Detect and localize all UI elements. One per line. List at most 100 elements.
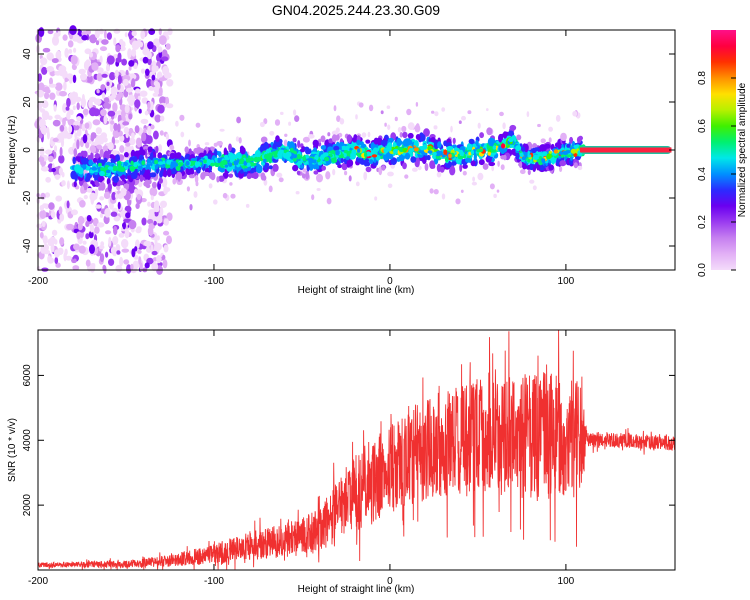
spectrogram-noise-blob	[77, 215, 85, 225]
spectrogram-noise-blob	[160, 200, 167, 208]
snr-frame	[37, 329, 676, 571]
spectrogram-ridge-core	[490, 148, 497, 153]
colorbar-tick-label: 0.2	[697, 215, 708, 229]
spectrogram-ridge-core	[371, 154, 378, 158]
spectrogram-ridge-blob	[188, 174, 195, 179]
spectrogram-noise-blob	[44, 192, 51, 198]
spectrogram-noise-blob	[118, 233, 125, 238]
spectrogram-ridge-blob	[488, 161, 496, 167]
spectrogram-noise-blob	[112, 248, 117, 257]
spectrogram-noise-blob	[327, 132, 331, 137]
spectrogram-noise-blob	[82, 240, 87, 245]
spectrogram-noise-blob	[294, 115, 300, 122]
spectrogram-ridge-blob	[240, 169, 244, 174]
spectrogram-noise-blob	[62, 117, 66, 127]
spectrogram-noise-blob	[81, 31, 88, 36]
spectrogram-noise-blob	[109, 72, 116, 81]
spectrogram-noise-blob	[471, 181, 477, 186]
spectrogram-ridge-blob	[423, 128, 430, 137]
spectrogram-noise-blob	[156, 216, 163, 224]
spectrogram-ridge-core	[141, 160, 146, 166]
spectrogram-noise-blob	[57, 132, 65, 143]
spectrogram-noise-blob	[137, 249, 142, 254]
snr-xtick-label: -200	[28, 576, 48, 587]
spectrogram-noise-blob	[49, 70, 56, 77]
spectrogram-ridge-blob	[124, 152, 129, 158]
spectrogram-noise-blob	[84, 48, 92, 55]
spectrogram-noise-blob	[153, 130, 159, 140]
spectrogram-noise-blob	[150, 124, 155, 130]
spectrogram-noise-blob	[160, 115, 165, 122]
spectrogram-ridge-blob	[149, 172, 157, 178]
spectrogram-ridge-blob	[175, 152, 182, 159]
spectrogram-noise-blob	[154, 242, 162, 251]
spectrogram-noise-blob	[79, 200, 86, 208]
spectrogram-ridge-blob	[569, 136, 574, 144]
spectrogram-noise-blob	[121, 42, 126, 48]
spectrogram-ridge-blob	[99, 196, 105, 201]
spectrogram-noise-blob	[127, 94, 136, 104]
snr-xtick-label: -100	[204, 576, 224, 587]
spectrogram-ridge-core	[402, 147, 407, 153]
spectrogram-ridge-blob	[301, 173, 306, 179]
spectrogram-noise-blob	[119, 145, 125, 153]
spectrogram-ridge-core	[562, 150, 569, 155]
spectrogram-ridge-blob	[268, 165, 273, 170]
spectrogram-noise-blob	[156, 82, 161, 90]
spectrogram-noise-blob	[88, 230, 94, 239]
spectrogram-ridge-blob	[470, 160, 476, 167]
spectrogram-ridge-blob	[134, 188, 138, 194]
spectrogram-ridge-core	[292, 155, 297, 159]
spectrogram-ridge-blob	[218, 175, 225, 182]
spectrogram-noise-blob	[113, 215, 121, 222]
spectrogram-noise-blob	[336, 115, 341, 122]
spectrogram-ridge-blob	[139, 146, 144, 155]
spectrogram-ridge-blob	[147, 146, 153, 153]
spectrogram-noise-blob	[41, 100, 49, 109]
spectrogram-ridge-blob	[82, 150, 88, 158]
spectrogram-ridge-blob	[465, 157, 471, 163]
spectrogram-noise-blob	[158, 28, 162, 36]
spectrogram-ridge-core	[413, 147, 419, 152]
spectrogram-noise-blob	[358, 102, 364, 108]
spectrogram-noise-blob	[42, 47, 51, 53]
spectrogram-ridge-core	[130, 160, 134, 167]
spectrogram-ridge-blob	[120, 187, 127, 197]
spectrogram-noise-blob	[502, 122, 506, 130]
spectrogram-ridge-blob	[559, 166, 563, 172]
spectrogram-noise-blob	[117, 123, 121, 133]
spectrogram-noise-blob	[107, 110, 116, 117]
spectrogram-ridge-core	[533, 156, 539, 161]
spectrogram-ridge-blob	[109, 154, 115, 159]
snr-xlabel: Height of straight line (km)	[298, 584, 415, 595]
spectrogram-noise-blob	[72, 258, 77, 264]
spectrogram-noise-blob	[147, 101, 151, 109]
spectrogram-noise-blob	[128, 60, 135, 67]
spectrogram-ridge-blob	[519, 161, 523, 169]
spectrogram-noise-blob	[193, 191, 198, 198]
spectrogram-noise-blob	[57, 31, 61, 37]
spectrogram-ridge-blob	[139, 174, 144, 182]
spectrogram-ridge-blob	[263, 141, 269, 151]
spectrogram-noise-blob	[49, 92, 56, 100]
spectrogram-noise-blob	[48, 202, 55, 210]
spectrogram-ridge-blob	[288, 141, 295, 150]
spectrogram-noise-blob	[429, 188, 434, 194]
spectrogram-noise-blob	[103, 191, 111, 199]
spectrogram-noise-blob	[119, 256, 124, 267]
spectrogram-ridge-blob	[107, 183, 113, 192]
spectrogram-ridge-core	[487, 151, 491, 156]
spectrogram-ridge-core	[343, 150, 349, 154]
spectrogram-ridge-core	[408, 149, 413, 155]
spectrogram-ridge-blob	[123, 183, 130, 189]
spectrogram-noise-blob	[38, 156, 45, 163]
spectrogram-ridge-blob	[321, 165, 327, 171]
spectrogram-noise-blob	[344, 170, 348, 176]
spectrogram-frame	[37, 29, 676, 271]
spectrogram-noise-blob	[95, 40, 100, 46]
spectrogram-ridge-blob	[430, 137, 436, 143]
spectrogram-noise-blob	[540, 138, 546, 144]
spectrogram-ridge-core	[558, 151, 564, 155]
spectrogram-ridge-core	[541, 160, 545, 164]
spectrogram-noise-blob	[311, 194, 315, 201]
